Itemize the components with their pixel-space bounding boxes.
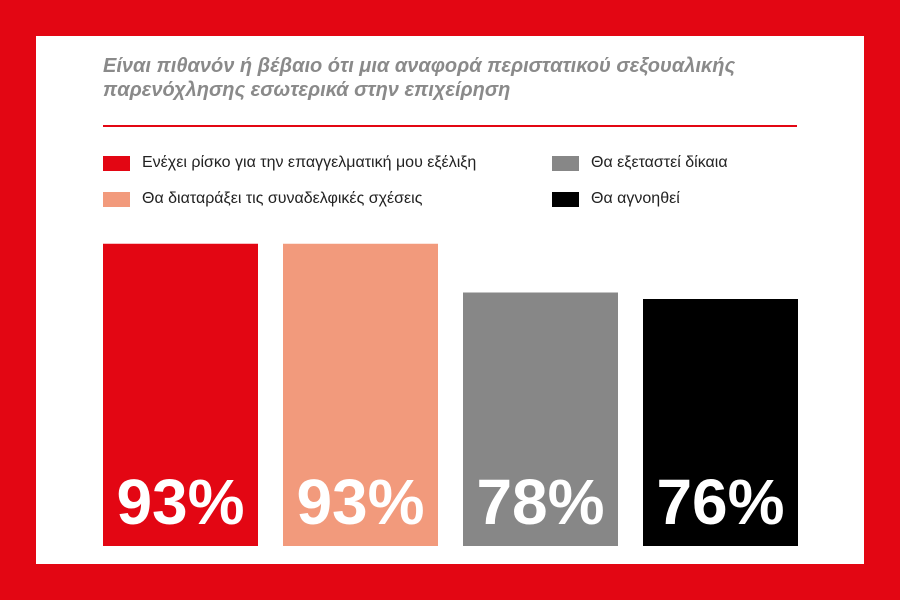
- legend-item-fair: Θα εξεταστεί δίκαια: [552, 153, 728, 173]
- bar-fair: [463, 292, 618, 546]
- legend-label-risk: Ενέχει ρίσκο για την επαγγελματική μου ε…: [142, 154, 477, 171]
- bar-label-risk: 93%: [116, 466, 244, 538]
- legend-label-ignored: Θα αγνοηθεί: [591, 190, 680, 207]
- title-divider: [103, 125, 797, 127]
- legend-swatch-fair: [552, 155, 579, 171]
- bar-label-ignored: 76%: [656, 466, 784, 538]
- legend-label-relations: Θα διαταράξει τις συναδελφικές σχέσεις: [142, 190, 423, 207]
- chart-title-line-2: παρενόχλησης εσωτερικά στην επιχείρηση: [103, 79, 511, 101]
- chart-title-line-1: Είναι πιθανόν ή βέβαιο ότι μια αναφορά π…: [103, 55, 736, 77]
- legend-item-risk: Ενέχει ρίσκο για την επαγγελματική μου ε…: [103, 153, 476, 173]
- bar-label-relations: 93%: [296, 466, 424, 538]
- legend-swatch-ignored: [552, 191, 579, 207]
- bar-chart: 93% 93% 78% 76%: [103, 243, 798, 546]
- legend-item-ignored: Θα αγνοηθεί: [552, 189, 680, 209]
- legend-label-fair: Θα εξεταστεί δίκαια: [591, 154, 728, 171]
- bar-relations: [283, 243, 438, 546]
- bar-risk: [103, 243, 258, 546]
- legend-swatch-risk: [103, 155, 130, 171]
- legend-item-relations: Θα διαταράξει τις συναδελφικές σχέσεις: [103, 189, 422, 209]
- bar-label-fair: 78%: [476, 466, 604, 538]
- legend-swatch-relations: [103, 191, 130, 207]
- bar-ignored: [643, 299, 798, 546]
- chart-card: Είναι πιθανόν ή βέβαιο ότι μια αναφορά π…: [36, 36, 864, 564]
- chart-title: Είναι πιθανόν ή βέβαιο ότι μια αναφορά π…: [103, 54, 803, 102]
